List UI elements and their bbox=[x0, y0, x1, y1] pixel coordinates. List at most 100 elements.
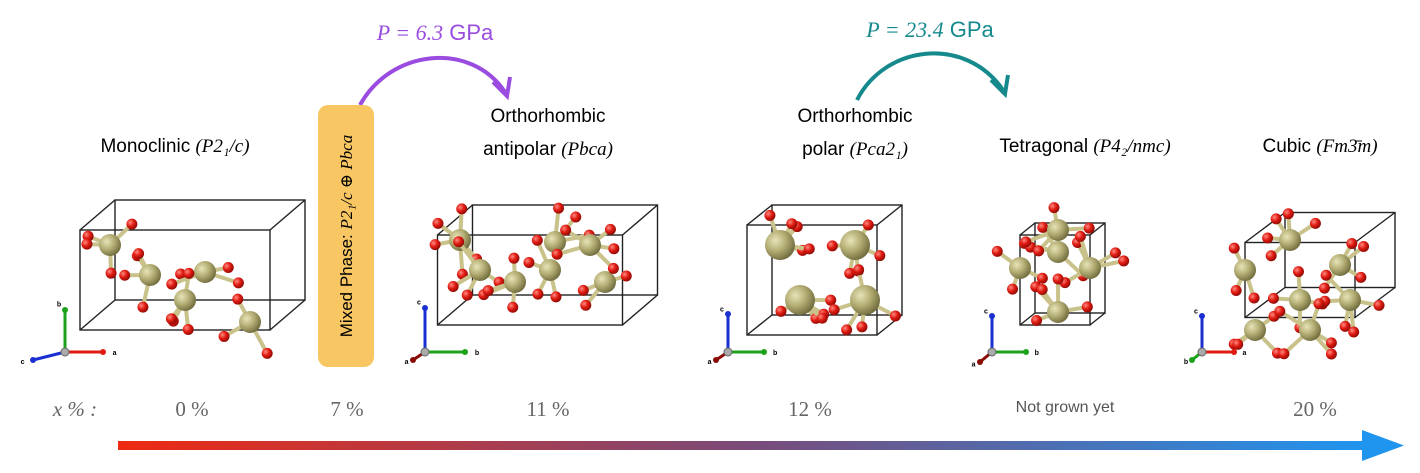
oxygen-atom bbox=[182, 323, 194, 335]
hafnium-atom bbox=[1047, 301, 1069, 323]
axis-label: a bbox=[113, 350, 117, 357]
oxygen-atom bbox=[874, 250, 886, 262]
oxygen-atom bbox=[165, 313, 177, 325]
pressure-unit: GPa bbox=[449, 20, 494, 45]
oxygen-atom bbox=[1313, 298, 1325, 310]
oxygen-atom bbox=[119, 269, 131, 281]
oxygen-atom bbox=[1373, 299, 1385, 311]
axis-label: b bbox=[1184, 359, 1188, 366]
arrow-head bbox=[989, 74, 1010, 99]
unit-cell-edge bbox=[1089, 312, 1106, 326]
axis-origin bbox=[420, 347, 430, 357]
oxygen-atom bbox=[482, 285, 494, 297]
hafnium-atom bbox=[1289, 289, 1311, 311]
unit-cell bbox=[1034, 222, 1106, 314]
dynamic-layer: Monoclinic (P2₁/c) Orthorhombic antipolar … bbox=[21, 106, 1396, 421]
unit-cell-edge bbox=[1354, 211, 1396, 244]
axis-label: a bbox=[1242, 350, 1246, 357]
axis-tip bbox=[713, 357, 719, 363]
doping-label: x % : bbox=[52, 397, 97, 421]
mixed-phase-box bbox=[318, 105, 374, 367]
unit-cell-edge bbox=[622, 294, 658, 326]
phase-name: Orthorhombic bbox=[797, 106, 912, 127]
hafnium-atom bbox=[579, 234, 601, 256]
hafnium-atom bbox=[194, 261, 216, 283]
oxygen-atom bbox=[453, 236, 465, 248]
hafnium-atom bbox=[1047, 219, 1069, 241]
phase-name-text: Cubic bbox=[1262, 136, 1311, 157]
oxygen-atom bbox=[828, 304, 840, 316]
oxygen-atom bbox=[175, 268, 187, 280]
axis-tip bbox=[62, 307, 68, 313]
hafnium-atom bbox=[1234, 259, 1256, 281]
oxygen-atom bbox=[889, 310, 901, 322]
space-group: (P2₁/c) bbox=[195, 136, 249, 157]
oxygen-atom bbox=[862, 219, 874, 231]
oxygen-atom bbox=[607, 262, 619, 274]
mixed-phase-group: P2₁/c ⊕ Pbca bbox=[337, 135, 356, 231]
oxygen-atom bbox=[1048, 202, 1060, 214]
oxygen-atom bbox=[232, 293, 244, 305]
oxygen-atom bbox=[1278, 348, 1290, 360]
oxygen-atom bbox=[1118, 255, 1130, 267]
hafnium-atom bbox=[850, 285, 880, 315]
axis-label: c bbox=[1194, 309, 1198, 316]
oxygen-atom bbox=[456, 203, 468, 215]
mixed-phase-label: Mixed Phase: P2₁/c ⊕ Pbca bbox=[337, 135, 356, 337]
oxygen-atom bbox=[232, 277, 244, 289]
oxygen-atom bbox=[1007, 283, 1019, 295]
axis-origin bbox=[60, 347, 70, 357]
pressure-unit: GPa bbox=[950, 17, 995, 42]
oxygen-atom bbox=[218, 330, 230, 342]
oxygen-atom bbox=[1339, 320, 1351, 332]
oxygen-atom bbox=[1267, 292, 1279, 304]
unit-cell bbox=[114, 199, 306, 301]
hafnium-atom bbox=[765, 230, 795, 260]
oxygen-atom bbox=[507, 301, 519, 313]
axis-tip bbox=[462, 349, 468, 355]
hafnium-atom bbox=[174, 289, 196, 311]
oxygen-atom bbox=[1282, 208, 1294, 220]
hafnium-atom bbox=[1047, 241, 1069, 263]
space-group: (P4₂/nmc) bbox=[1093, 136, 1170, 157]
oxygen-atom bbox=[1325, 337, 1337, 349]
oxygen-atom bbox=[532, 288, 544, 300]
hafnium-atom bbox=[594, 271, 616, 293]
oxygen-atom bbox=[1052, 273, 1064, 285]
oxygen-atom bbox=[551, 248, 563, 260]
unit-cell-edge bbox=[622, 204, 658, 236]
oxygen-atom bbox=[1020, 236, 1032, 248]
oxygen-atom bbox=[826, 240, 838, 252]
arrow-head bbox=[491, 76, 512, 101]
doping-value: 7 % bbox=[330, 397, 363, 421]
crystal-structure bbox=[429, 202, 659, 326]
arrow-head bbox=[1362, 430, 1404, 461]
pressure-value: P = 6.3 bbox=[376, 20, 443, 45]
oxygen-atom bbox=[553, 202, 565, 214]
hafnium-atom bbox=[1339, 289, 1361, 311]
hafnium-atom bbox=[785, 285, 815, 315]
axis-tip bbox=[725, 311, 731, 317]
axis-label: b bbox=[57, 302, 61, 309]
hafnium-atom bbox=[840, 230, 870, 260]
oxygen-atom bbox=[1248, 292, 1260, 304]
phase-name: antipolar (Pbca) bbox=[483, 139, 613, 160]
oxygen-atom bbox=[1036, 272, 1048, 284]
oxygen-atom bbox=[620, 270, 632, 282]
space-group: (Pbca) bbox=[561, 139, 613, 160]
axis-tip bbox=[1231, 349, 1237, 355]
oxygen-atom bbox=[1320, 269, 1332, 281]
axis-tip bbox=[989, 313, 995, 319]
unit-cell-edge bbox=[1019, 312, 1036, 326]
hafnium-atom bbox=[99, 234, 121, 256]
oxygen-atom bbox=[786, 218, 798, 230]
hafnium-atom bbox=[504, 271, 526, 293]
hafnium-atom bbox=[1009, 257, 1031, 279]
oxygen-atom bbox=[764, 209, 776, 221]
axis-label: c bbox=[720, 306, 724, 313]
axis-tip bbox=[1199, 313, 1205, 319]
phase-name-text: Orthorhombic bbox=[490, 106, 605, 127]
axis-tip bbox=[422, 305, 428, 311]
oxygen-atom bbox=[991, 245, 1003, 257]
